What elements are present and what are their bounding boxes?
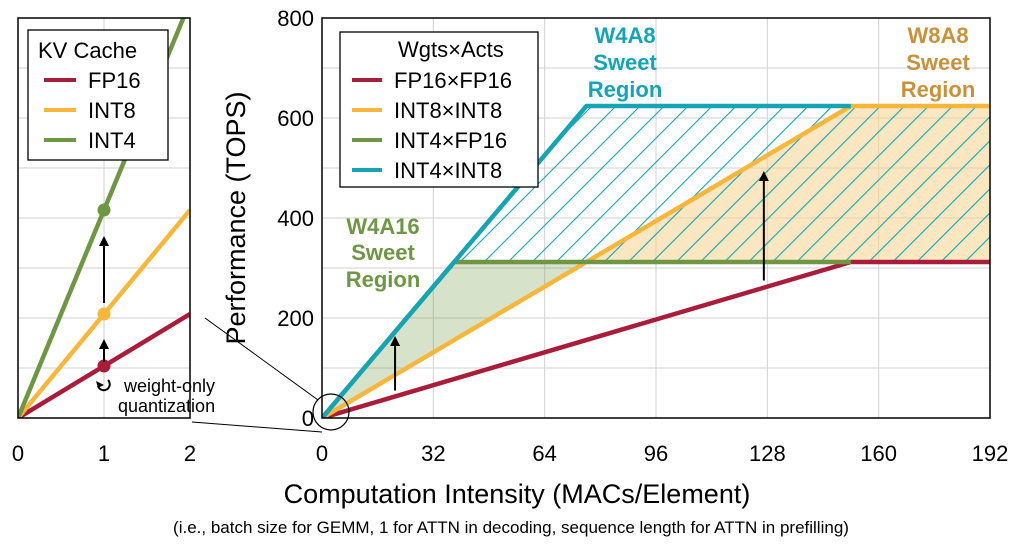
y-axis-title: Performance (TOPS) xyxy=(221,91,251,344)
legend-label-int8xint8: INT8×INT8 xyxy=(394,98,502,123)
marker-fp16 xyxy=(97,359,111,373)
right-x-tick-label: 192 xyxy=(972,441,1009,466)
right-y-tick-label: 400 xyxy=(277,206,314,231)
w4a8-region-label: W4A8 Sweet Region xyxy=(588,23,663,102)
zoom-line-bottom xyxy=(191,421,323,433)
zoom-line-top xyxy=(204,317,319,401)
right-y-tick-label: 200 xyxy=(277,306,314,331)
w8a8-region-label: W8A8 Sweet Region xyxy=(901,23,976,102)
right-x-tick-label: 64 xyxy=(532,441,556,466)
right-x-tick-label: 0 xyxy=(316,441,328,466)
right-x-tick-label: 160 xyxy=(860,441,897,466)
w4a16-region-label: W4A16 Sweet Region xyxy=(346,214,421,292)
left-x-tick-label: 0 xyxy=(12,441,24,466)
tick-labels: 0 1 2 0 32 64 96 128 160 192 0 200 400 600 800 xyxy=(12,6,1008,466)
left-x-tick-label: 2 xyxy=(184,441,196,466)
weight-only-annotation: weight-only quantization xyxy=(96,376,215,416)
w4a16-label-line2: Sweet xyxy=(351,240,415,265)
legend-label-int8: INT8 xyxy=(88,98,136,123)
annotation-line2: quantization xyxy=(118,396,215,416)
w8a8-label-line3: Region xyxy=(901,77,976,102)
annotation-line1: weight-only xyxy=(123,376,215,396)
right-legend: Wgts×Acts FP16×FP16 INT8×INT8 INT4×FP16 … xyxy=(339,31,539,188)
legend-label-int4xint8: INT4×INT8 xyxy=(394,158,502,183)
w4a8-label-line3: Region xyxy=(588,77,663,102)
right-series-int4-int8 xyxy=(322,103,851,418)
arrows xyxy=(99,171,769,391)
rotate-icon-head xyxy=(96,381,104,388)
w8a8-label-line1: W8A8 xyxy=(907,23,968,48)
right-x-tick-label: 96 xyxy=(644,441,668,466)
w4a16-label-line1: W4A16 xyxy=(346,214,419,239)
legend-label-fp16xfp16: FP16×FP16 xyxy=(394,68,512,93)
legend-label-int4xfp16: INT4×FP16 xyxy=(394,128,507,153)
w8a8-label-line2: Sweet xyxy=(906,50,970,75)
right-x-tick-label: 32 xyxy=(421,441,445,466)
left-x-tick-label: 1 xyxy=(98,441,110,466)
right-axes-frame xyxy=(321,17,991,419)
right-legend-title: Wgts×Acts xyxy=(398,37,504,62)
x-axis-title: Computation Intensity (MACs/Element) xyxy=(284,479,751,509)
zoom-connector xyxy=(191,317,350,433)
zoom-circle xyxy=(312,393,350,431)
rotate-icon xyxy=(97,379,111,392)
w4a8-label-line1: W4A8 xyxy=(594,23,655,48)
legend-label-int4: INT4 xyxy=(88,128,136,153)
left-axes-frame xyxy=(17,17,191,419)
left-legend: KV Cache FP16 INT8 INT4 xyxy=(27,29,169,161)
x-axis-subtitle: (i.e., batch size for GEMM, 1 for ATTN i… xyxy=(173,518,849,537)
marker-int8 xyxy=(97,307,111,321)
w4a8-label-line2: Sweet xyxy=(593,50,657,75)
marker-int4 xyxy=(97,203,111,217)
marker-layer xyxy=(97,203,111,373)
right-y-tick-label: 0 xyxy=(302,406,314,431)
left-legend-title: KV Cache xyxy=(38,38,137,63)
right-y-tick-label: 600 xyxy=(277,106,314,131)
right-x-tick-label: 128 xyxy=(749,441,786,466)
legend-label-fp16: FP16 xyxy=(88,68,141,93)
right-y-tick-label: 800 xyxy=(277,6,314,31)
w4a16-label-line3: Region xyxy=(346,267,421,292)
